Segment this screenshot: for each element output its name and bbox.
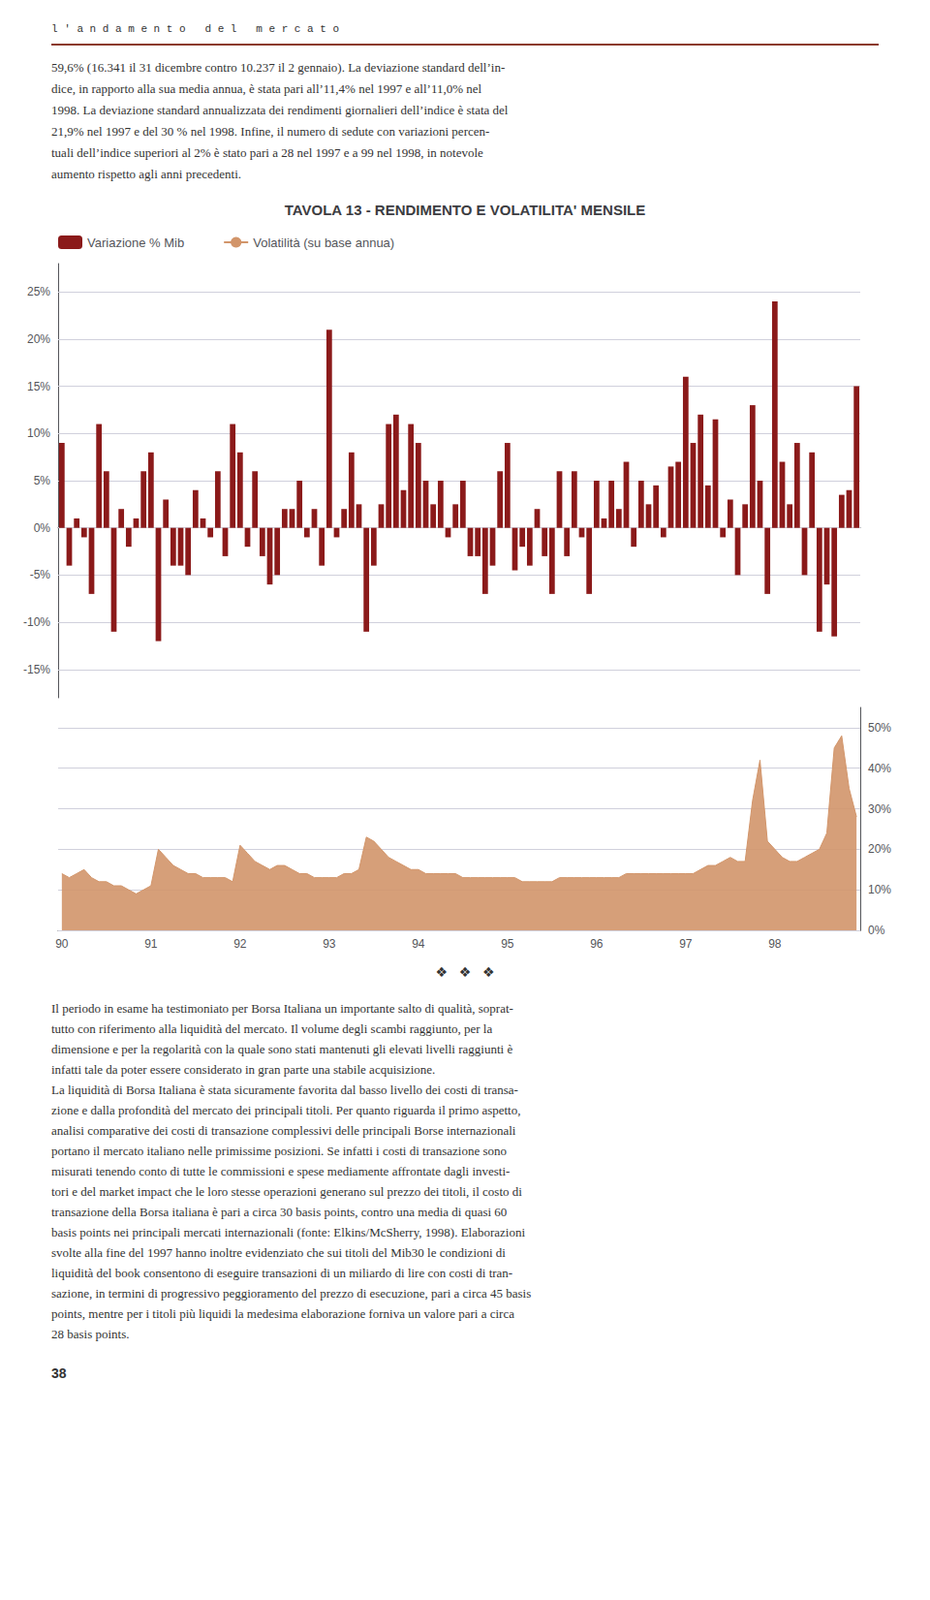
svg-text:portano il mercato italiano ne: portano il mercato italiano nelle primis… [51, 1143, 507, 1158]
svg-text:tori e del market impact che l: tori e del market impact che le loro ste… [51, 1183, 523, 1199]
svg-text:aumento rispetto agli anni pre: aumento rispetto agli anni precedenti. [51, 166, 242, 182]
svg-text:50%: 50% [868, 720, 892, 735]
svg-text:59,6% (16.341 il 31 dicembre c: 59,6% (16.341 il 31 dicembre contro 10.2… [51, 60, 505, 75]
svg-text:Variazione % Mib: Variazione % Mib [87, 235, 185, 250]
svg-text:Volatilità (su base annua): Volatilità (su base annua) [252, 235, 395, 250]
svg-text:-10%: -10% [23, 615, 51, 629]
svg-text:20%: 20% [27, 332, 51, 346]
svg-text:96: 96 [589, 936, 604, 951]
svg-text:21,9% nel 1997 e del 30 % nel: 21,9% nel 1997 e del 30 % nel 1998. Infi… [51, 124, 490, 139]
svg-text:10%: 10% [27, 426, 51, 440]
svg-text:98: 98 [768, 936, 782, 951]
svg-text:dimensione e per la regolarità: dimensione e per la regolarità con la qu… [51, 1041, 513, 1056]
svg-text:analisi comparative dei costi: analisi comparative dei costi di transaz… [51, 1122, 517, 1138]
svg-text:tutto con riferimento alla liq: tutto con riferimento alla liquidità del… [51, 1021, 493, 1036]
svg-text:dice, in rapporto alla sua med: dice, in rapporto alla sua media annua, … [51, 81, 483, 96]
svg-text:transazione della Borsa italia: transazione della Borsa italiana è pari … [51, 1204, 507, 1219]
svg-text:misurati tenendo conto di tutt: misurati tenendo conto di tutte le commi… [51, 1163, 510, 1178]
svg-text:97: 97 [679, 936, 693, 951]
svg-text:91: 91 [144, 936, 158, 951]
svg-text:95: 95 [500, 936, 515, 951]
svg-text:94: 94 [411, 936, 426, 951]
svg-text:5%: 5% [33, 473, 52, 488]
svg-text:svolte alla fine del 1997 hann: svolte alla fine del 1997 hanno inoltre … [51, 1244, 506, 1260]
svg-text:l ' a n d a m e n t o d e l: l ' a n d a m e n t o d e l m e r c a t … [51, 23, 340, 35]
svg-text:sazione, in termini di progres: sazione, in termini di progressivo peggi… [51, 1285, 531, 1301]
svg-text:-5%: -5% [30, 567, 52, 582]
svg-text:25%: 25% [27, 284, 51, 299]
svg-text:zione e dalla profondità del m: zione e dalla profondità del mercato dei… [51, 1102, 521, 1117]
svg-text:infatti tale da poter essere c: infatti tale da poter essere considerato… [51, 1061, 435, 1077]
svg-text:Il periodo in esame ha testimo: Il periodo in esame ha testimoniato per … [51, 1000, 514, 1016]
svg-text:30%: 30% [868, 802, 892, 816]
svg-text:10%: 10% [868, 882, 892, 897]
svg-text:tuali dell’indice superiori al: tuali dell’indice superiori al 2% è stat… [51, 145, 484, 160]
svg-text:92: 92 [233, 936, 248, 951]
svg-text:93: 93 [322, 936, 337, 951]
svg-text:❖ ❖ ❖: ❖ ❖ ❖ [435, 963, 496, 980]
svg-text:points, mentre per i titoli pi: points, mentre per i titoli più liquidi … [51, 1305, 515, 1321]
svg-text:-15%: -15% [23, 662, 51, 677]
svg-text:TAVOLA 13 - RENDIMENTO E VOLAT: TAVOLA 13 - RENDIMENTO E VOLATILITA' MEN… [284, 201, 646, 218]
svg-text:1998. La deviazione standard a: 1998. La deviazione standard annualizzat… [51, 102, 509, 118]
svg-text:15%: 15% [27, 379, 51, 394]
svg-text:basis points nei principali me: basis points nei principali mercati inte… [51, 1224, 526, 1240]
svg-text:0%: 0% [33, 521, 52, 535]
svg-text:La liquidità di Borsa Italiana: La liquidità di Borsa Italiana è stata s… [51, 1082, 519, 1097]
svg-text:90: 90 [55, 936, 69, 951]
svg-text:38: 38 [51, 1364, 67, 1381]
svg-text:40%: 40% [868, 761, 892, 775]
svg-text:liquidità del book consentono: liquidità del book consentono di eseguir… [51, 1265, 513, 1280]
svg-text:28 basis points.: 28 basis points. [51, 1326, 130, 1341]
svg-text:0%: 0% [868, 923, 886, 937]
svg-text:20%: 20% [868, 841, 892, 856]
